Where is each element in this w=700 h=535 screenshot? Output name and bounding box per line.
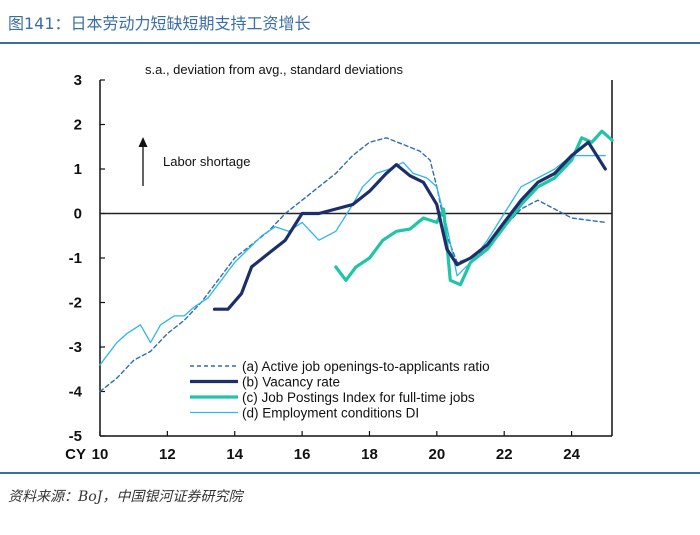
y-tick-label: -1 (69, 250, 82, 267)
legend-label: (b) Vacancy rate (242, 375, 340, 390)
x-axis: 10 12 14 16 18 20 22 24 CY (65, 431, 581, 463)
series-line-c (334, 129, 614, 287)
x-tick-label: 12 (159, 446, 176, 463)
labor-shortage-annotation: Labor shortage (138, 137, 250, 186)
y-axis: 3 2 1 0 -1 -2 -3 -4 -5 (69, 72, 105, 445)
annotation-text: Labor shortage (163, 154, 250, 169)
legend-background (184, 355, 602, 421)
title-rule (0, 42, 700, 44)
y-tick-label: -3 (69, 339, 82, 356)
x-tick-label: 20 (428, 446, 445, 463)
series-line-d (99, 154, 606, 366)
legend-label: (c) Job Postings Index for full-time job… (242, 390, 475, 405)
x-axis-prefix: CY (65, 446, 86, 463)
x-tick-label: 22 (496, 446, 513, 463)
series-line-a (99, 137, 606, 393)
series-layer (99, 129, 614, 393)
source-note: 资料来源：BoJ，中国银河证券研究院 (8, 489, 243, 505)
line-chart: s.a., deviation from avg., standard devi… (65, 62, 614, 463)
y-tick-label: -2 (69, 295, 82, 312)
legend: (a) Active job openings-to-applicants ra… (190, 359, 490, 421)
x-tick-label: 24 (563, 446, 580, 463)
series-line-b (212, 140, 607, 311)
y-tick-label: 2 (74, 117, 82, 134)
y-tick-label: 0 (74, 206, 82, 223)
x-tick-label: 10 (92, 446, 109, 463)
y-tick-label: -4 (69, 384, 83, 401)
x-tick-label: 16 (294, 446, 311, 463)
legend-label: (d) Employment conditions DI (242, 406, 419, 421)
x-tick-label: 14 (226, 446, 243, 463)
figure-title: 图141：日本劳动力短缺短期支持工资增长 (8, 14, 311, 33)
y-tick-label: 1 (74, 161, 82, 178)
arrowhead-icon (138, 137, 148, 147)
x-tick-label: 18 (361, 446, 378, 463)
source-rule (0, 472, 700, 474)
y-tick-label: -5 (69, 428, 82, 445)
y-tick-label: 3 (74, 72, 82, 89)
legend-label: (a) Active job openings-to-applicants ra… (242, 359, 490, 374)
chart-subtitle: s.a., deviation from avg., standard devi… (145, 62, 403, 77)
